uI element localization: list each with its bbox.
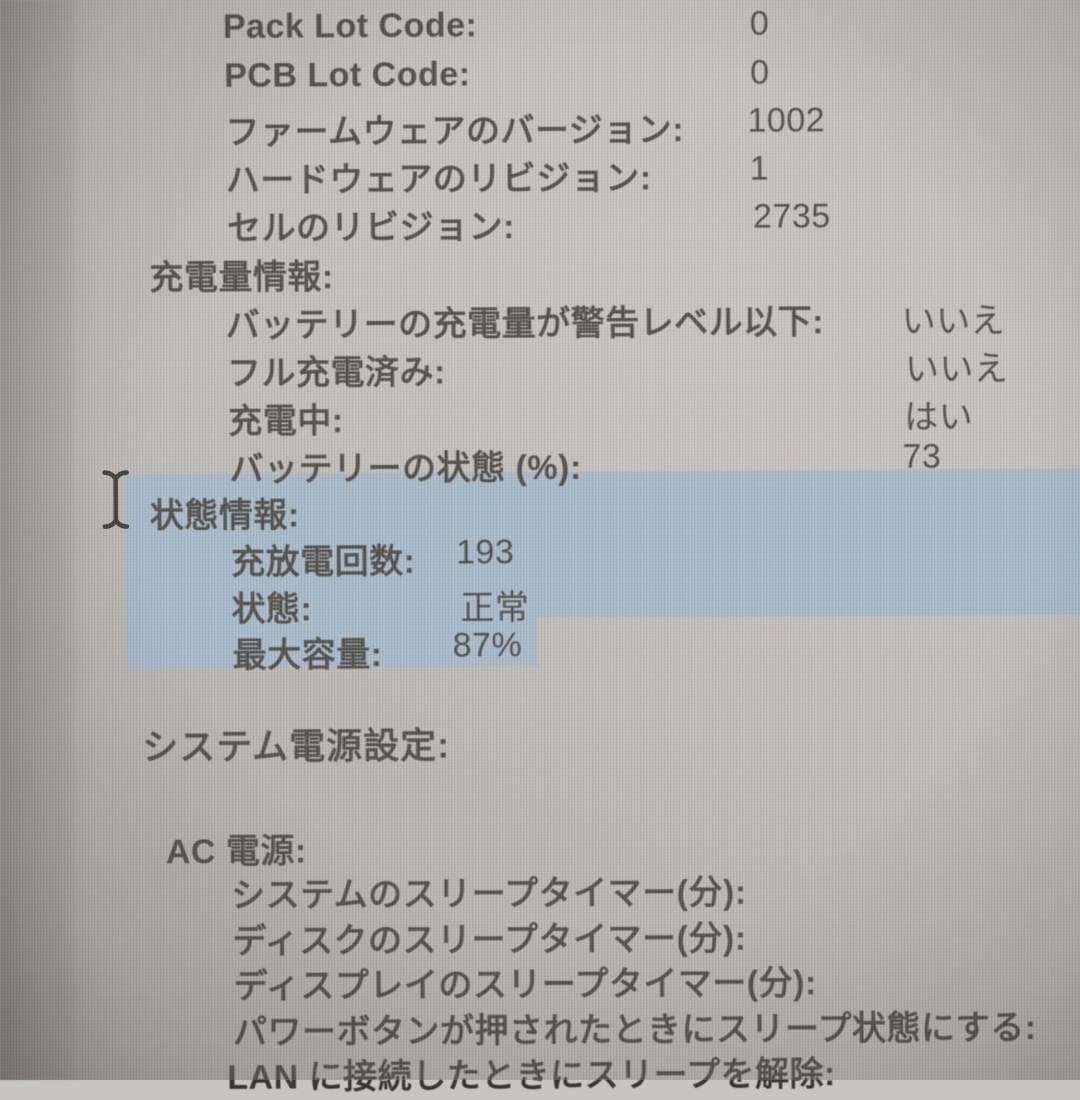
info-row[interactable]: セルのリビジョン: 2735 — [0, 196, 1078, 247]
row-value: 193 — [456, 533, 514, 572]
row-label: バッテリーの状態 (%): — [229, 440, 581, 491]
row-label: AC 電源: — [166, 823, 307, 873]
row-label: フル充電済み: — [227, 345, 446, 395]
info-row[interactable]: LAN に接続したときにスリープを解除: — [3, 1045, 1080, 1096]
info-row[interactable]: フル充電済み: いいえ — [0, 341, 1079, 392]
info-row[interactable]: パワーボタンが押されたときにスリープ状態にする: — [3, 1000, 1080, 1051]
row-label: 充放電回数: — [231, 534, 416, 584]
info-row-selected[interactable]: 状態: 正常 — [0, 577, 1080, 628]
info-row-selected[interactable]: 最大容量: 87% — [1, 623, 1080, 674]
row-label: Pack Lot Code: — [223, 6, 478, 47]
i-beam-cursor-icon — [100, 468, 132, 530]
info-row[interactable]: バッテリーの状態 (%): 73 — [0, 437, 1080, 488]
row-value: 87% — [453, 626, 523, 665]
row-label: 最大容量: — [233, 627, 383, 677]
info-row-selected[interactable]: 充放電回数: 193 — [0, 530, 1080, 581]
row-value: いいえ — [905, 341, 1009, 391]
row-value: 正常 — [460, 580, 529, 629]
info-row[interactable]: Pack Lot Code: 0 — [0, 3, 1077, 54]
row-label: ハードウェアのリビジョン: — [226, 150, 652, 202]
row-label: LAN に接続したときにスリープを解除: — [227, 1046, 836, 1099]
info-row[interactable]: ディスプレイのスリープタイマー(分): — [3, 954, 1080, 1005]
row-value: はい — [904, 389, 973, 438]
row-label: ディスプレイのスリープタイマー(分): — [234, 955, 817, 1008]
info-row[interactable]: 充電中: はい — [0, 389, 1079, 440]
row-value: 1002 — [747, 101, 825, 140]
row-label: システムのスリープタイマー(分): — [231, 865, 747, 917]
info-row[interactable]: ディスクのスリープタイマー(分): — [2, 909, 1080, 960]
row-value: 2735 — [753, 197, 831, 236]
row-label: 充電量情報: — [149, 249, 334, 299]
row-label: 状態情報: — [150, 487, 300, 537]
row-label: PCB Lot Code: — [224, 55, 471, 96]
row-value: 0 — [750, 5, 770, 44]
row-value: 0 — [750, 54, 770, 93]
info-row[interactable]: システムのスリープタイマー(分): — [2, 863, 1080, 914]
row-label: バッテリーの充電量が警告レベル以下: — [226, 294, 825, 347]
section-row[interactable]: AC 電源: — [2, 819, 1080, 870]
info-row[interactable]: ファームウェアのバージョン: 1002 — [0, 100, 1078, 151]
row-label: 状態: — [231, 581, 312, 630]
info-row[interactable]: PCB Lot Code: 0 — [0, 52, 1077, 103]
section-header-row[interactable]: システム電源設定: — [1, 713, 1080, 764]
row-value: いいえ — [902, 293, 1006, 343]
row-value: 1 — [750, 150, 770, 189]
section-row[interactable]: 充電量情報: — [0, 245, 1078, 296]
info-row[interactable]: ハードウェアのリビジョン: 1 — [0, 148, 1078, 199]
row-label: システム電源設定: — [142, 717, 450, 771]
row-label: セルのリビジョン: — [227, 199, 515, 250]
section-row-selected[interactable]: 状態情報: — [0, 483, 1080, 534]
row-label: ファームウェアのバージョン: — [225, 102, 684, 154]
info-row[interactable]: バッテリーの充電量が警告レベル以下: いいえ — [0, 293, 1079, 344]
row-value: 73 — [902, 438, 941, 477]
row-label: 充電中: — [228, 393, 344, 443]
row-label: ディスクのスリープタイマー(分): — [232, 911, 746, 963]
